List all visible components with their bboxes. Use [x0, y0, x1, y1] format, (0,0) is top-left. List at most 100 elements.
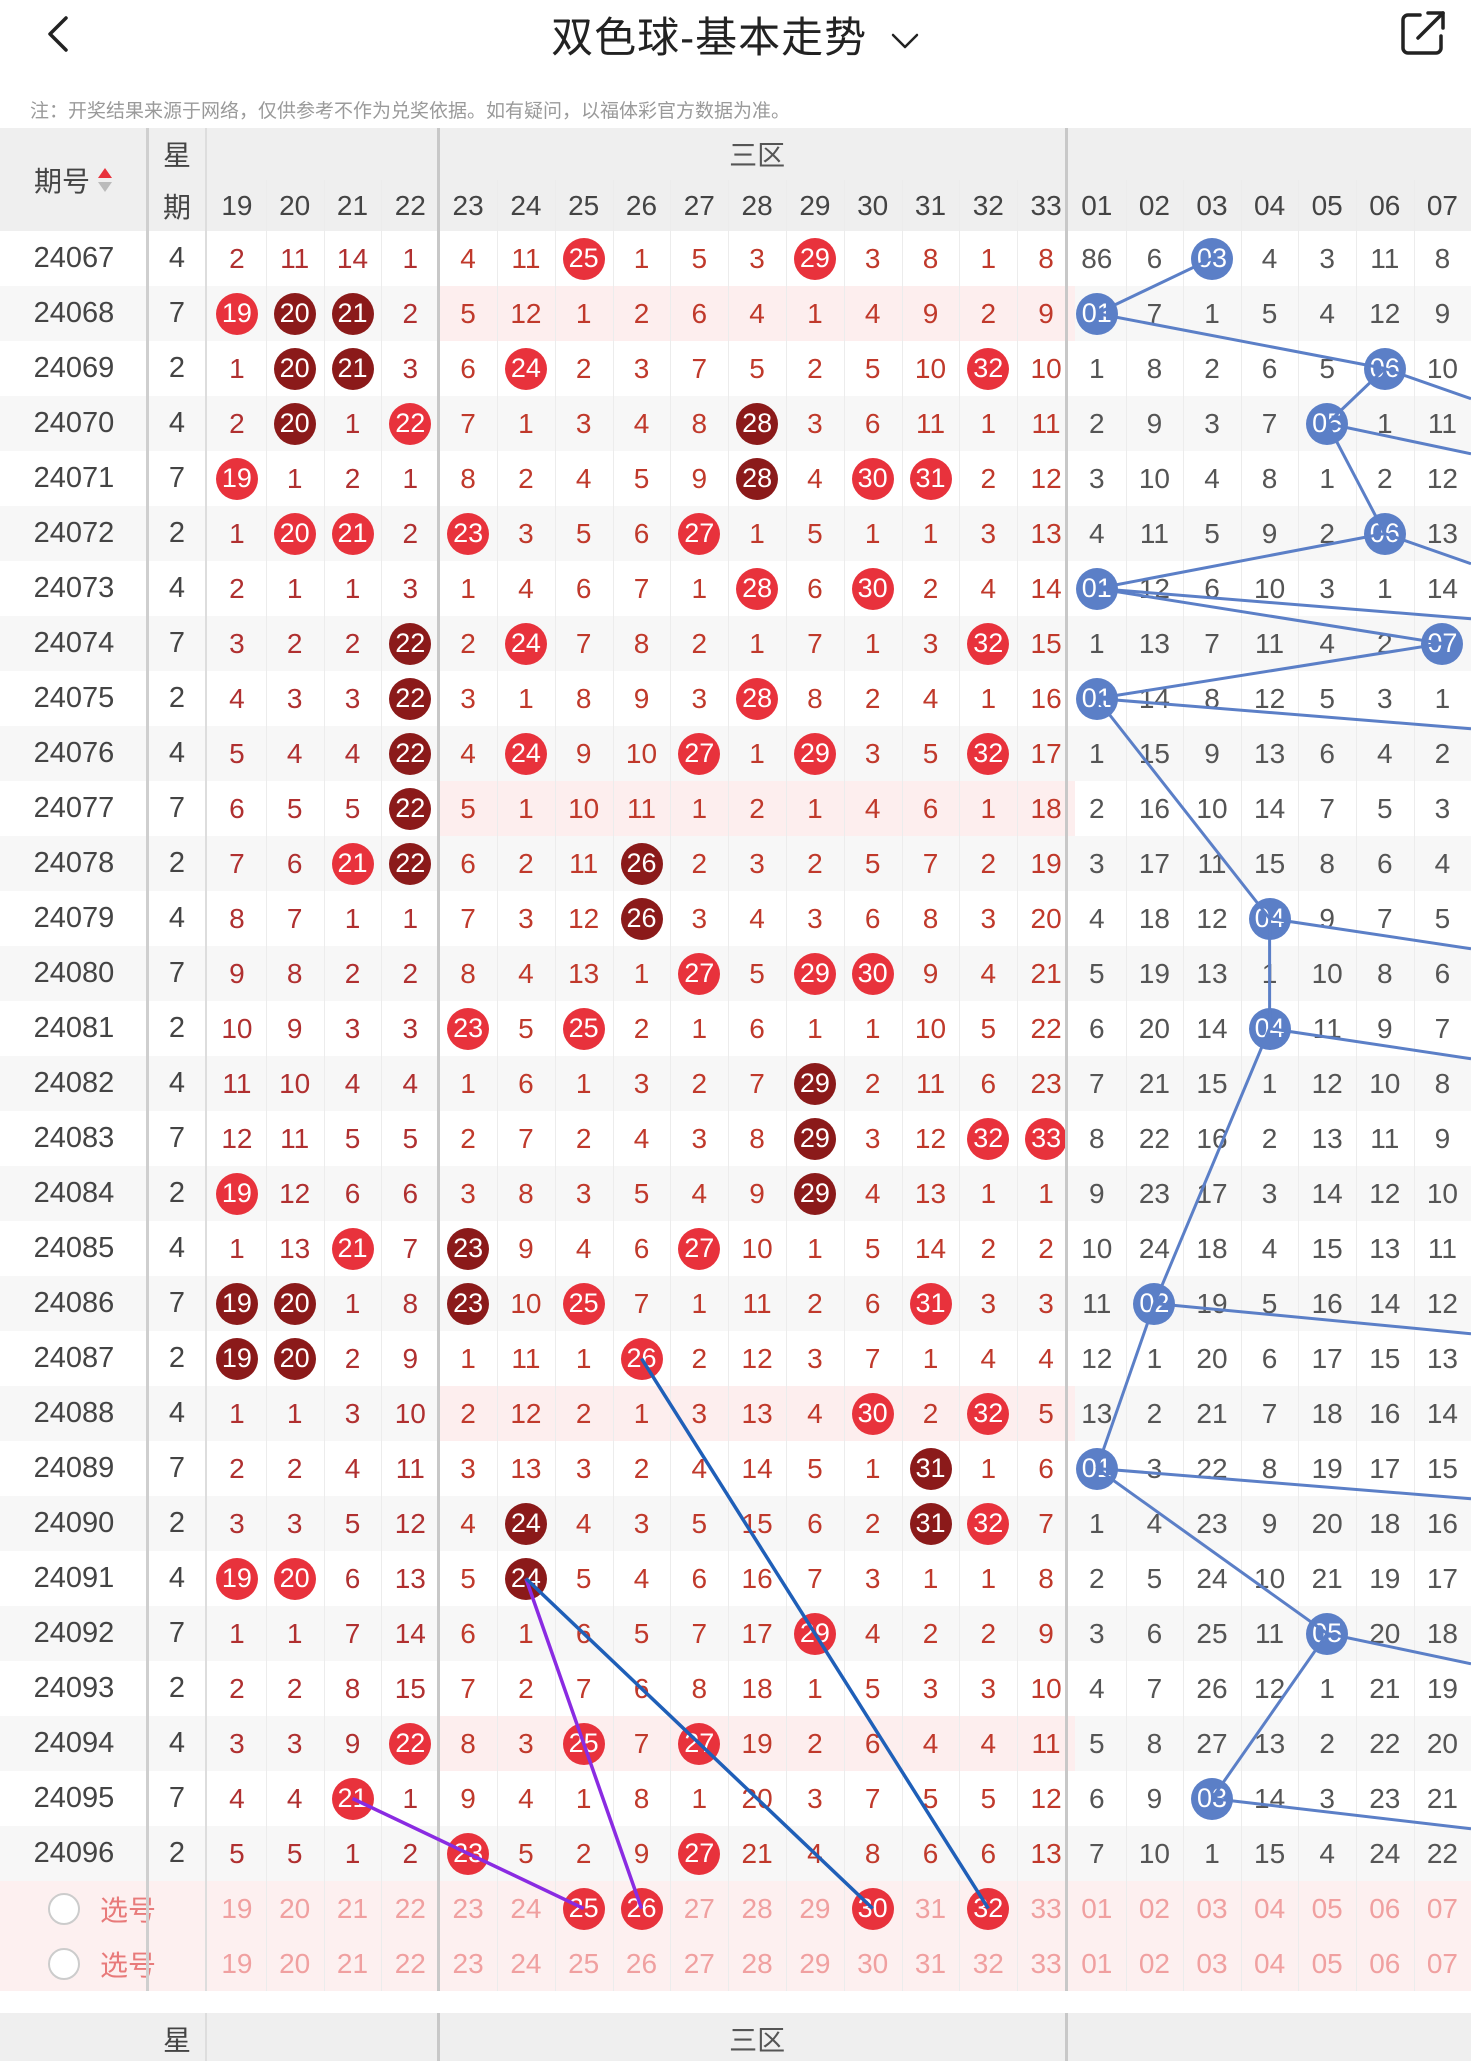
blue-miss-value: 5: [1377, 792, 1393, 824]
radio-circle-icon[interactable]: [48, 1947, 80, 1980]
select-blue-option[interactable]: 03: [1196, 1947, 1228, 1979]
blue-miss-value: 8: [1319, 847, 1335, 879]
select-red-option[interactable]: 28: [741, 1947, 773, 1979]
select-red-option[interactable]: 28: [741, 1892, 773, 1924]
miss-value: 1: [460, 572, 476, 604]
select-blue-option[interactable]: 01: [1081, 1947, 1113, 1979]
period-header-label: 期号: [33, 165, 90, 197]
share-icon[interactable]: [1398, 8, 1448, 58]
select-red-option[interactable]: 29: [799, 1892, 831, 1924]
miss-value: 1: [807, 1672, 823, 1704]
select-label[interactable]: 选号: [0, 1881, 206, 1936]
red-ball: 29: [793, 1062, 836, 1105]
radio-circle-icon[interactable]: [48, 1892, 80, 1925]
select-red-option[interactable]: 27: [683, 1892, 715, 1924]
period-header[interactable]: 期号: [0, 128, 148, 231]
red-col-header: 29: [799, 189, 831, 221]
week-cell: 2: [168, 352, 186, 384]
select-red-option[interactable]: 33: [1030, 1947, 1062, 1979]
miss-value: 1: [402, 462, 419, 494]
select-blue-option[interactable]: 05: [1311, 1947, 1343, 1979]
select-blue-option[interactable]: 06: [1369, 1947, 1401, 1979]
week-cell: 4: [168, 1397, 186, 1429]
blue-miss-value: 5: [1146, 1562, 1163, 1594]
sort-icon[interactable]: [96, 166, 114, 194]
select-label[interactable]: 选号: [0, 1936, 206, 1991]
period-cell: 24093: [33, 1672, 115, 1704]
select-blue-option[interactable]: 04: [1254, 1947, 1286, 1979]
select-red-option[interactable]: 21: [336, 1947, 369, 1979]
red-ball: 20: [273, 512, 316, 555]
miss-value: 7: [575, 627, 592, 659]
miss-value: 5: [575, 1562, 592, 1594]
selected-red-ball[interactable]: 26: [620, 1887, 663, 1930]
select-blue-option[interactable]: 01: [1081, 1892, 1113, 1924]
select-red-option[interactable]: 22: [394, 1892, 426, 1924]
select-red-option[interactable]: 29: [799, 1947, 831, 1979]
select-red-option[interactable]: 20: [279, 1892, 311, 1924]
select-red-option[interactable]: 31: [914, 1947, 947, 1979]
select-blue-option[interactable]: 03: [1196, 1892, 1228, 1924]
selected-red-ball[interactable]: 25: [562, 1887, 605, 1930]
miss-value: 3: [807, 1342, 823, 1374]
blue-miss-value: 1: [1089, 627, 1105, 659]
select-blue-option[interactable]: 07: [1426, 1892, 1458, 1924]
select-blue-option[interactable]: 02: [1138, 1892, 1170, 1924]
blue-miss-value: 6: [1089, 1012, 1105, 1044]
select-red-option[interactable]: 25: [568, 1947, 600, 1979]
select-red-option[interactable]: 33: [1030, 1892, 1062, 1924]
select-red-option[interactable]: 31: [914, 1892, 947, 1924]
blue-ball: 05: [1306, 1612, 1349, 1655]
chevron-down-icon[interactable]: [890, 31, 920, 51]
divider: [146, 128, 149, 1991]
miss-value: 1: [402, 902, 419, 934]
miss-value: 1: [229, 1617, 245, 1649]
miss-value: 5: [980, 1012, 997, 1044]
miss-value: 4: [864, 1177, 881, 1209]
red-ball: 19: [215, 1557, 258, 1600]
miss-value: 8: [1038, 1562, 1054, 1594]
select-red-option[interactable]: 24: [510, 1892, 542, 1924]
select-blue-option[interactable]: 04: [1254, 1892, 1286, 1924]
select-red-option[interactable]: 19: [221, 1892, 253, 1924]
select-blue-option[interactable]: 07: [1426, 1947, 1458, 1979]
blue-miss-value: 2: [1204, 352, 1220, 384]
red-ball: 21: [331, 292, 374, 335]
select-red-option[interactable]: 32: [972, 1947, 1004, 1979]
select-red-option[interactable]: 19: [221, 1947, 253, 1979]
chevron-left-icon[interactable]: [40, 14, 80, 54]
miss-value: 5: [864, 1672, 881, 1704]
footer-zone3-label: 三区: [729, 2025, 786, 2056]
blue-miss-value: 9: [1319, 902, 1335, 934]
select-blue-option[interactable]: 06: [1369, 1892, 1401, 1924]
blue-miss-value: 16: [1426, 1507, 1458, 1539]
blue-miss-value: 18: [1138, 902, 1170, 934]
miss-value: 2: [980, 297, 997, 329]
select-blue-option[interactable]: 05: [1311, 1892, 1343, 1924]
select-red-option[interactable]: 23: [452, 1892, 484, 1924]
select-red-option[interactable]: 21: [336, 1892, 369, 1924]
miss-value: 8: [633, 627, 650, 659]
selected-red-ball[interactable]: 32: [967, 1887, 1010, 1930]
select-red-option[interactable]: 30: [857, 1947, 889, 1979]
select-red-option[interactable]: 20: [279, 1947, 311, 1979]
period-cell: 24067: [33, 242, 115, 274]
miss-value: 13: [741, 1397, 773, 1429]
select-red-option[interactable]: 26: [625, 1947, 658, 1979]
select-blue-option[interactable]: 02: [1138, 1947, 1170, 1979]
select-red-option[interactable]: 27: [683, 1947, 715, 1979]
blue-miss-value: 8: [1261, 462, 1278, 494]
red-ball: 27: [678, 732, 721, 775]
miss-value: 3: [807, 407, 823, 439]
blue-miss-value: 15: [1426, 1452, 1458, 1484]
page-title[interactable]: 双色球-基本走势: [0, 4, 1471, 65]
miss-value: 1: [691, 572, 708, 604]
select-red-option[interactable]: 24: [510, 1947, 542, 1979]
select-red-option[interactable]: 22: [394, 1947, 426, 1979]
miss-value: 2: [864, 682, 881, 714]
miss-value: 9: [1038, 297, 1054, 329]
miss-value: 3: [691, 1397, 708, 1429]
select-red-option[interactable]: 23: [452, 1947, 484, 1979]
selected-red-ball[interactable]: 30: [851, 1887, 894, 1930]
miss-value: 7: [286, 902, 303, 934]
